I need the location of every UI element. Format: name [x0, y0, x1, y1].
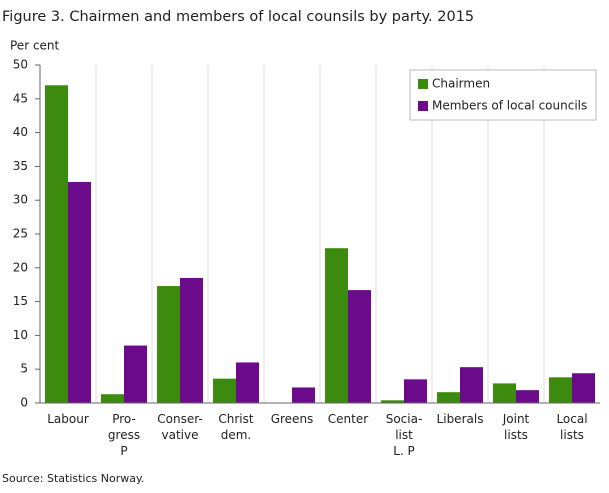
- bar: [516, 390, 539, 403]
- bar: [404, 379, 427, 403]
- bar: [157, 286, 180, 403]
- y-tick-label: 20: [13, 260, 28, 274]
- x-tick-label: Socia-list L. P: [386, 412, 423, 458]
- bar: [572, 373, 595, 403]
- legend-label: Chairmen: [432, 77, 490, 91]
- y-tick-label: 45: [13, 91, 28, 105]
- legend-swatch: [418, 101, 428, 111]
- bar: [493, 383, 516, 403]
- y-tick-label: 50: [13, 58, 28, 72]
- bar: [325, 248, 348, 403]
- chart-title: Figure 3. Chairmen and members of local …: [2, 9, 474, 25]
- bar: [124, 345, 147, 403]
- x-tick-label: Center: [328, 412, 368, 426]
- legend-swatch: [418, 79, 428, 89]
- bar: [213, 378, 236, 403]
- x-tick-label: Liberals: [437, 412, 484, 426]
- x-tick-label: Greens: [271, 412, 314, 426]
- x-tick-label: Christ dem.: [218, 412, 254, 442]
- bar: [348, 290, 371, 403]
- y-tick-label: 25: [13, 227, 28, 241]
- legend-box: [409, 69, 597, 121]
- legend-label: Members of local councils: [432, 99, 587, 113]
- x-tick-label: Joint lists: [502, 412, 530, 442]
- y-tick-label: 40: [13, 125, 28, 139]
- y-axis-label: Per cent: [10, 39, 60, 53]
- y-tick-label: 0: [20, 396, 28, 410]
- x-tick-label: Local lists: [556, 412, 587, 442]
- bar: [236, 362, 259, 403]
- y-tick-label: 30: [13, 193, 28, 207]
- y-tick-label: 10: [13, 328, 28, 342]
- bar: [292, 387, 315, 403]
- y-tick-label: 35: [13, 159, 28, 173]
- bar: [381, 400, 404, 403]
- x-tick-label: Pro-gress P: [108, 412, 140, 458]
- bar: [68, 181, 91, 403]
- bar: [549, 377, 572, 403]
- x-tick-label: Labour: [47, 412, 89, 426]
- y-tick-label: 5: [20, 362, 28, 376]
- bar: [45, 85, 68, 403]
- source: Source: Statistics Norway.: [2, 472, 144, 485]
- bar: [460, 367, 483, 403]
- bar: [180, 277, 203, 403]
- y-tick-label: 15: [13, 294, 28, 308]
- bar: [101, 394, 124, 403]
- bar: [437, 392, 460, 403]
- x-tick-label: Conser-vative: [157, 412, 202, 442]
